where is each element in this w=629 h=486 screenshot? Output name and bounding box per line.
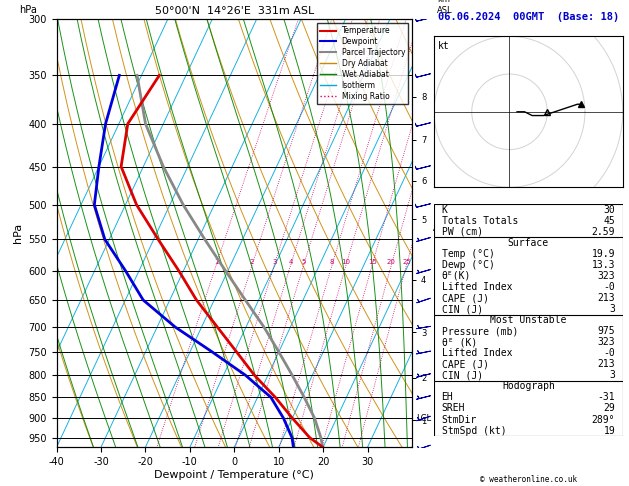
Text: 323: 323 [598,337,615,347]
Text: 289°: 289° [592,415,615,424]
Text: Surface: Surface [508,238,549,248]
Text: 15: 15 [368,259,377,265]
Legend: Temperature, Dewpoint, Parcel Trajectory, Dry Adiabat, Wet Adiabat, Isotherm, Mi: Temperature, Dewpoint, Parcel Trajectory… [317,23,408,104]
Text: 213: 213 [598,293,615,303]
Text: © weatheronline.co.uk: © weatheronline.co.uk [480,474,577,484]
Text: PW (cm): PW (cm) [442,227,482,237]
Title: 50°00'N  14°26'E  331m ASL: 50°00'N 14°26'E 331m ASL [155,6,314,16]
Text: K: K [442,205,447,215]
Text: θᴱ (K): θᴱ (K) [442,337,477,347]
Text: -0: -0 [603,348,615,358]
Text: 4: 4 [289,259,293,265]
Text: StmDir: StmDir [442,415,477,424]
Text: Lifted Index: Lifted Index [442,348,512,358]
Text: 8: 8 [330,259,335,265]
Text: 5: 5 [301,259,306,265]
Y-axis label: hPa: hPa [13,223,23,243]
Text: CAPE (J): CAPE (J) [442,293,489,303]
X-axis label: Dewpoint / Temperature (°C): Dewpoint / Temperature (°C) [154,469,314,480]
Text: StmSpd (kt): StmSpd (kt) [442,426,506,435]
Text: 19: 19 [603,426,615,435]
Text: 2.59: 2.59 [592,227,615,237]
Text: Totals Totals: Totals Totals [442,216,518,226]
Text: 45: 45 [603,216,615,226]
Text: 1: 1 [214,259,218,265]
Text: CIN (J): CIN (J) [442,370,482,381]
Text: 323: 323 [598,271,615,281]
Text: 25: 25 [402,259,411,265]
Text: Pressure (mb): Pressure (mb) [442,326,518,336]
Text: Most Unstable: Most Unstable [490,315,567,325]
Text: CAPE (J): CAPE (J) [442,359,489,369]
Text: -31: -31 [598,392,615,402]
Text: 19.9: 19.9 [592,249,615,259]
Text: 13.3: 13.3 [592,260,615,270]
Text: 20: 20 [387,259,396,265]
Text: 2: 2 [250,259,254,265]
Text: 975: 975 [598,326,615,336]
Text: Hodograph: Hodograph [502,382,555,391]
Text: Temp (°C): Temp (°C) [442,249,494,259]
Text: CIN (J): CIN (J) [442,304,482,314]
Text: 29: 29 [603,403,615,414]
Text: 30: 30 [603,205,615,215]
Text: -0: -0 [603,282,615,292]
Text: 06.06.2024  00GMT  (Base: 18): 06.06.2024 00GMT (Base: 18) [438,12,619,22]
Text: kt: kt [438,41,450,51]
Text: km
ASL: km ASL [437,0,453,15]
Y-axis label: km
ASL: km ASL [433,214,448,233]
Text: 3: 3 [610,370,615,381]
Text: 3: 3 [610,304,615,314]
Text: θᴱ(K): θᴱ(K) [442,271,471,281]
Text: 10: 10 [342,259,350,265]
Text: LCL: LCL [416,414,431,422]
Text: SREH: SREH [442,403,465,414]
Text: 3: 3 [272,259,277,265]
Text: EH: EH [442,392,454,402]
Text: Dewp (°C): Dewp (°C) [442,260,494,270]
Text: hPa: hPa [19,4,36,15]
Text: 213: 213 [598,359,615,369]
Text: Lifted Index: Lifted Index [442,282,512,292]
